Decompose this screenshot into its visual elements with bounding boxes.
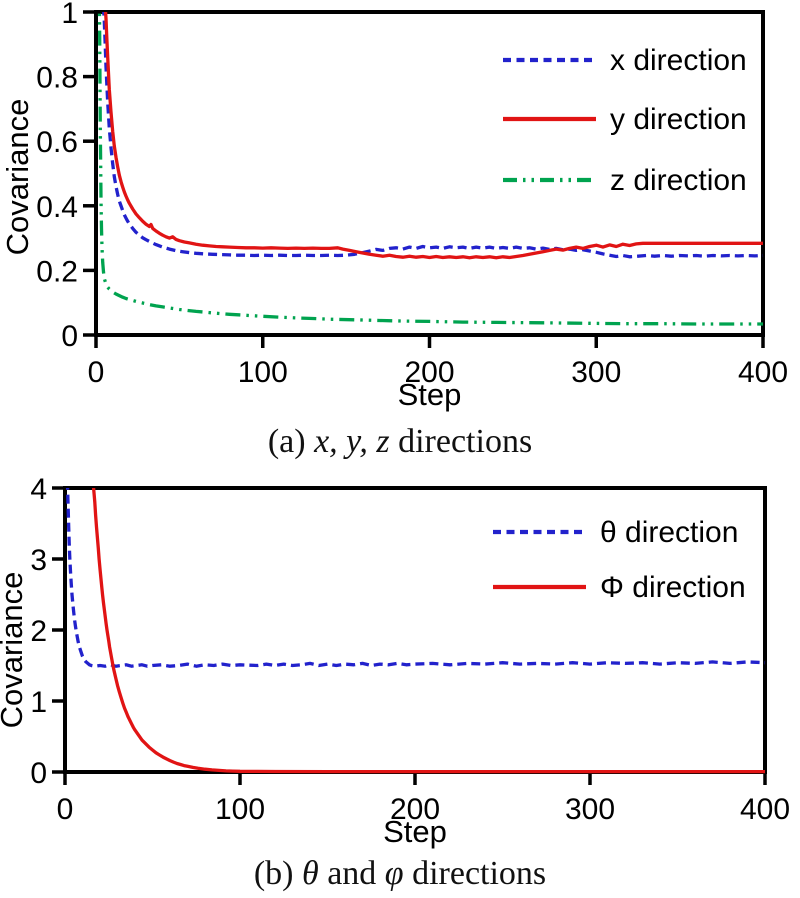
y-tick-label: 0.8 — [36, 62, 78, 95]
series-z-direction — [97, 12, 763, 326]
caption-text: θ — [301, 855, 319, 892]
y-tick-label: 0.4 — [36, 191, 78, 224]
legend-label: Φ direction — [600, 571, 746, 604]
y-tick-label: 0 — [61, 320, 78, 353]
x-tick-label: 200 — [390, 793, 440, 826]
series-x-direction — [102, 12, 764, 259]
x-axis-label: Step — [398, 377, 462, 412]
x-tick-label: 100 — [215, 793, 265, 826]
legend-label: θ direction — [600, 516, 738, 549]
x-tick-label: 200 — [404, 356, 454, 389]
chart-b-plot: 0 1 2 3 4 0 100 200 300 400 Step Covariance θ direct… — [0, 473, 790, 849]
caption-text: (a) — [267, 423, 315, 460]
legend-label: z direction — [610, 164, 747, 197]
series-θ-direction — [65, 488, 766, 668]
x-tick-label: 400 — [738, 356, 788, 389]
x-axis-label: Step — [383, 814, 447, 849]
x-tick-label: 0 — [57, 793, 74, 826]
y-tick-label: 0 — [30, 757, 47, 790]
chart-a-plot: 0 0.2 0.4 0.6 0.8 1 0 100 200 300 400 Step Covarianc… — [0, 0, 788, 412]
caption-text: and — [318, 855, 385, 892]
chart-a-caption: (a) x, y, z directions — [0, 422, 800, 462]
caption-text: x, y, z — [314, 423, 390, 460]
caption-text: φ — [384, 855, 404, 892]
series-y-direction — [103, 12, 763, 260]
y-axis-label: Covariance — [0, 572, 29, 729]
y-axis-label: Covariance — [0, 99, 35, 256]
y-tick-label: 4 — [30, 473, 47, 506]
y-tick-label: 1 — [61, 0, 78, 30]
y-tick-label: 0.6 — [36, 126, 78, 159]
y-tick-label: 0.2 — [36, 255, 78, 288]
y-tick-label: 1 — [30, 686, 47, 719]
x-tick-label: 300 — [571, 356, 621, 389]
x-tick-label: 300 — [565, 793, 615, 826]
legend-label: x direction — [610, 44, 747, 77]
caption-text: directions — [389, 423, 533, 460]
series-φ-direction — [91, 488, 765, 774]
caption-text: directions — [403, 855, 547, 892]
y-tick-label: 3 — [30, 544, 47, 577]
chart-b-caption: (b) θ and φ directions — [0, 854, 800, 894]
caption-text: (b) — [253, 855, 302, 892]
x-tick-label: 0 — [88, 356, 105, 389]
y-tick-label: 2 — [30, 615, 47, 648]
legend-label: y direction — [610, 103, 747, 136]
x-tick-label: 100 — [238, 356, 288, 389]
x-tick-label: 400 — [740, 793, 790, 826]
